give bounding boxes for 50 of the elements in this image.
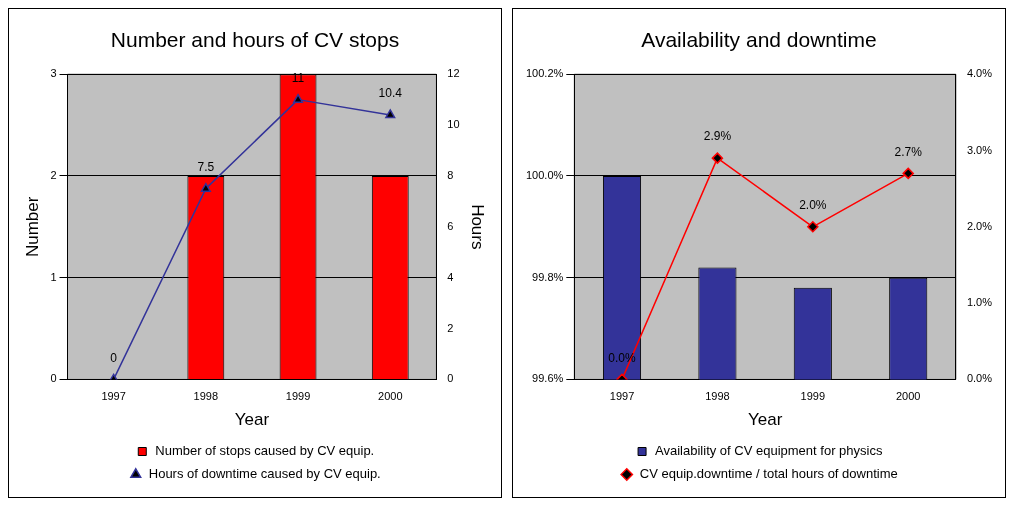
point: [711, 152, 724, 164]
y2-tick-label: 3.0%: [966, 143, 993, 156]
y2-axis-title: Hours: [468, 204, 488, 250]
y2-tick-label: 0.0%: [966, 372, 993, 385]
y-tick-label: 99.6%: [532, 372, 564, 385]
y-tick-label: 1: [50, 270, 57, 283]
chart-title: Number and hours of CV stops: [110, 28, 400, 52]
data-label: 0: [110, 350, 118, 365]
data-label: 2.7%: [894, 144, 923, 159]
y-tick-label: 0: [50, 372, 57, 385]
x-tick-label: 1999: [800, 390, 826, 403]
legend-label: Number of stops caused by CV equip.: [155, 443, 375, 459]
x-tick-label: 2000: [895, 390, 921, 403]
x-tick-label: 1998: [193, 390, 219, 403]
y2-tick-label: 4: [447, 270, 454, 283]
data-label: 2.9%: [703, 129, 732, 144]
x-axis-title: Year: [234, 410, 270, 430]
y2-tick-label: 2.0%: [966, 219, 993, 232]
point: [385, 109, 396, 119]
legend-label: Hours of downtime caused by CV equip.: [148, 466, 381, 482]
y2-tick-label: 12: [447, 67, 460, 80]
y-tick-label: 99.8%: [532, 270, 564, 283]
point: [292, 93, 304, 103]
point: [807, 221, 819, 233]
chart-title: Availability and downtime: [641, 28, 877, 52]
y-tick-label: 3: [50, 67, 57, 80]
y2-tick-label: 6: [447, 219, 454, 232]
x-tick-label: 2000: [378, 390, 403, 403]
x-tick-label: 1999: [285, 390, 311, 403]
data-label: 10.4: [378, 86, 403, 101]
y-tick-label: 100.2%: [526, 67, 564, 80]
y2-tick-label: 4.0%: [966, 67, 993, 80]
legend-label: CV equip.downtime / total hours of downtime: [639, 466, 898, 482]
y-tick-label: 2: [50, 168, 57, 181]
x-axis-title: Year: [747, 410, 783, 430]
y2-tick-label: 8: [447, 168, 454, 181]
x-tick-label: 1998: [705, 390, 730, 403]
x-tick-label: 1997: [101, 390, 126, 403]
x-tick-label: 1997: [609, 390, 635, 403]
y2-tick-label: 0: [447, 372, 454, 385]
point: [200, 182, 211, 192]
y2-tick-label: 2: [447, 321, 454, 334]
legend-label: Availability of CV equipment for physics: [655, 443, 883, 459]
data-label: 2.0%: [799, 198, 827, 213]
point: [902, 167, 914, 180]
data-label: 7.5: [197, 159, 215, 174]
y2-tick-label: 1.0%: [966, 296, 993, 309]
y-axis-title: Number: [22, 196, 42, 258]
y-tick-label: 100.0%: [526, 168, 564, 181]
y2-tick-label: 10: [447, 118, 460, 131]
